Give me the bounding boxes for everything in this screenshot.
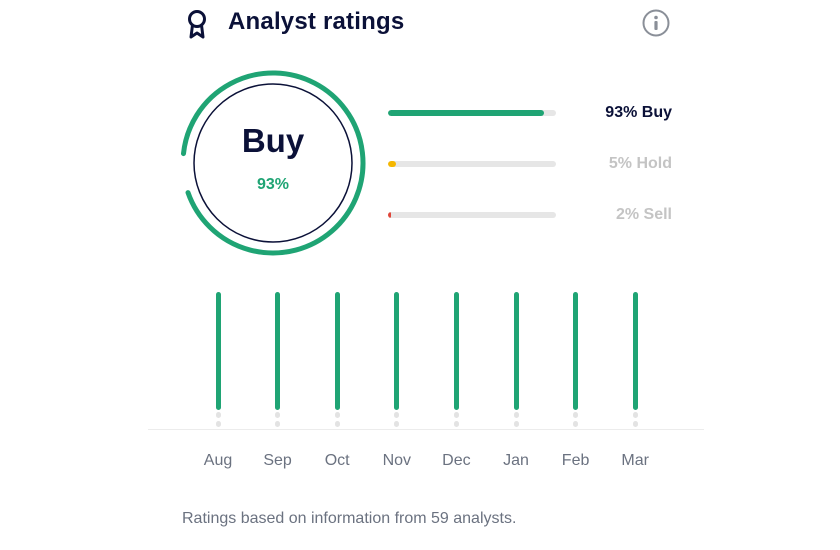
history-neutral-marker bbox=[453, 421, 459, 427]
history-month-label: Dec bbox=[442, 452, 471, 469]
award-ribbon-icon bbox=[188, 10, 206, 39]
history-baseline bbox=[148, 429, 704, 430]
distribution-fill-hold bbox=[388, 161, 397, 167]
distribution-row-hold: 5% Hold bbox=[386, 153, 672, 173]
distribution-row-sell: 2% Sell bbox=[386, 204, 672, 224]
history-month-label: Jan bbox=[503, 452, 529, 469]
distribution-label-buy: 93% Buy bbox=[605, 104, 672, 121]
history-neutral-marker bbox=[632, 412, 638, 418]
history-bar-oct bbox=[334, 292, 340, 410]
distribution-track bbox=[388, 161, 556, 167]
gauge-percent: 93% bbox=[256, 176, 290, 193]
footnote: Ratings based on information from 59 ana… bbox=[182, 510, 517, 527]
history-bar-dec bbox=[453, 292, 459, 410]
history-month-label: Feb bbox=[561, 452, 590, 469]
history-neutral-marker bbox=[573, 421, 579, 427]
rating-history-chart: Aug Sep Oct Nov Dec Jan Feb Mar bbox=[148, 290, 704, 480]
history-neutral-marker bbox=[453, 412, 459, 418]
history-neutral-marker bbox=[632, 421, 638, 427]
history-neutral-marker bbox=[334, 421, 340, 427]
history-neutral-marker bbox=[513, 421, 519, 427]
header: Analyst ratings bbox=[182, 6, 672, 40]
distribution-track bbox=[388, 110, 556, 116]
gauge-progress-arc bbox=[180, 70, 366, 256]
history-neutral-marker bbox=[394, 421, 400, 427]
distribution-fill-buy bbox=[388, 110, 545, 116]
history-neutral-marker bbox=[215, 412, 221, 418]
history-month-label: Nov bbox=[382, 452, 412, 469]
history-neutral-marker bbox=[334, 412, 340, 418]
history-bar-aug bbox=[215, 292, 221, 410]
distribution-fill-sell bbox=[388, 212, 392, 218]
info-icon[interactable] bbox=[642, 9, 670, 37]
history-month-label: Oct bbox=[324, 452, 350, 469]
distribution-label-hold: 5% Hold bbox=[608, 155, 672, 172]
history-neutral-marker bbox=[573, 412, 579, 418]
page-title: Analyst ratings bbox=[228, 8, 405, 35]
history-bar-nov bbox=[394, 292, 400, 410]
distribution-label-sell: 2% Sell bbox=[615, 206, 672, 223]
history-month-label: Mar bbox=[621, 452, 649, 469]
distribution-row-buy: 93% Buy bbox=[386, 102, 672, 122]
history-bar-feb bbox=[573, 292, 579, 410]
gauge-rating-label: Buy bbox=[241, 122, 305, 159]
gauge-ring bbox=[180, 70, 366, 256]
rating-gauge: Buy 93% bbox=[180, 70, 366, 256]
history-month-label: Aug bbox=[203, 452, 233, 469]
history-month-label: Sep bbox=[263, 452, 292, 469]
history-neutral-marker bbox=[275, 421, 281, 427]
history-bar-sep bbox=[275, 292, 281, 410]
history-bar-jan bbox=[513, 292, 519, 410]
history-neutral-marker bbox=[215, 421, 221, 427]
history-neutral-marker bbox=[513, 412, 519, 418]
history-neutral-marker bbox=[275, 412, 281, 418]
gauge-inner-ring bbox=[193, 83, 353, 243]
distribution-track bbox=[388, 212, 556, 218]
history-neutral-marker bbox=[394, 412, 400, 418]
history-bar-mar bbox=[632, 292, 638, 410]
